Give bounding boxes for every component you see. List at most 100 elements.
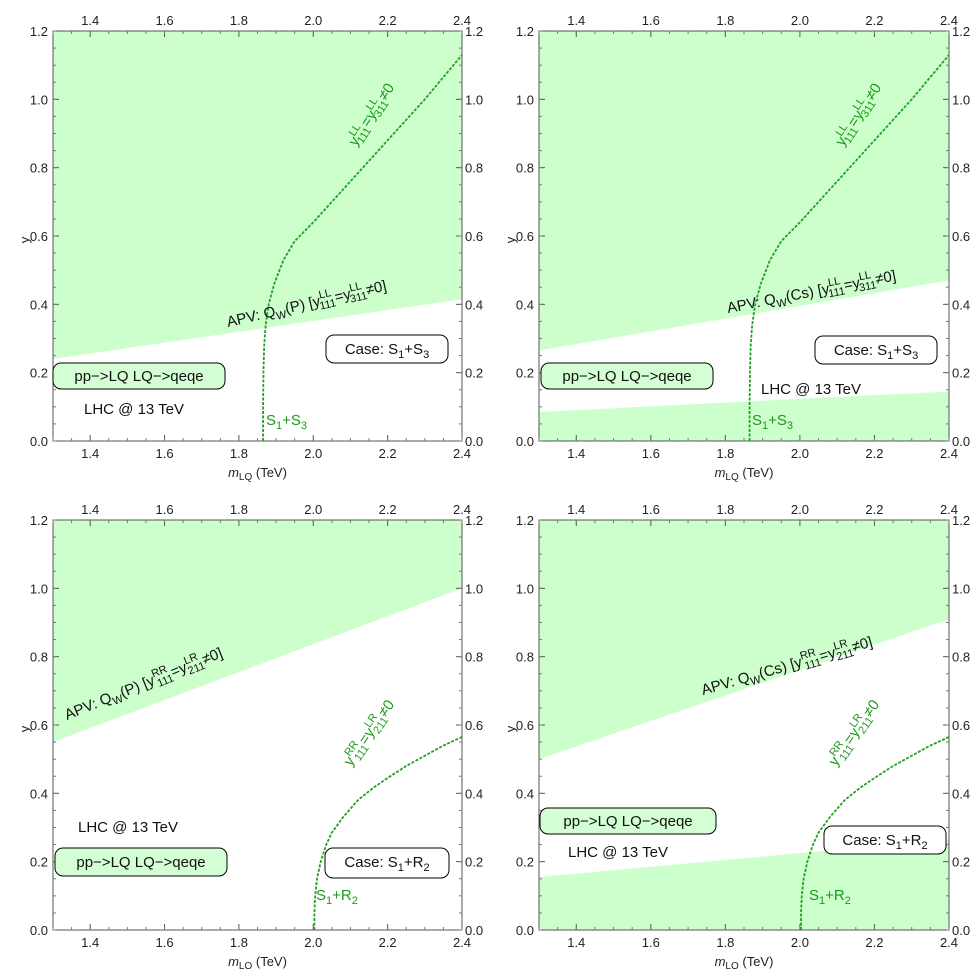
y-tick-label: 0.6 [516, 229, 534, 244]
x-tick-label: 1.6 [642, 935, 660, 950]
x-tick-label-top: 1.6 [156, 502, 174, 517]
y-tick-label: 1.0 [516, 581, 534, 596]
y-tick-label-right: 1.2 [465, 513, 483, 528]
x-tick-label: 2.2 [379, 446, 397, 461]
y-tick-label: 0.0 [516, 434, 534, 449]
y-axis-label: y [17, 725, 32, 732]
y-tick-label: 0.0 [30, 923, 48, 938]
y-axis-label: y [503, 236, 518, 243]
lhc-label: LHC @ 13 TeV [84, 401, 184, 418]
y-tick-label: 0.2 [516, 855, 534, 870]
x-tick-label: 1.4 [567, 935, 585, 950]
process-label: pp−>LQ LQ−>qeqe [563, 813, 692, 830]
curve-name-label: S1+R2 [809, 887, 851, 907]
curve-name-label: S1+R2 [316, 887, 358, 907]
y-tick-label: 0.6 [516, 718, 534, 733]
y-tick-label: 0.0 [30, 434, 48, 449]
x-axis-label-m: m [228, 465, 239, 480]
y-tick-label-right: 0.8 [465, 161, 483, 176]
y-tick-label-right: 0.0 [952, 923, 970, 938]
case-label-box [325, 334, 449, 364]
y-tick-label-right: 0.2 [465, 855, 483, 870]
apv-label: APV: QW(P) [yLL111=yLL311≠0] [224, 275, 388, 334]
y-tick-label-right: 0.6 [465, 229, 483, 244]
y-axis-label: y [17, 236, 32, 243]
x-tick-label: 1.6 [156, 935, 174, 950]
case-label-box [823, 825, 947, 855]
y-tick-label-right: 0.0 [465, 923, 483, 938]
x-tick-label-top: 2.0 [791, 13, 809, 28]
excluded-region-apv [53, 31, 462, 359]
x-tick-label-top: 2.0 [304, 502, 322, 517]
y-tick-label: 1.0 [516, 92, 534, 107]
y-tick-label: 0.6 [30, 718, 48, 733]
excluded-region-apv [539, 520, 949, 760]
x-tick-label: 2.0 [791, 935, 809, 950]
series-line-S1+S3 [748, 54, 949, 441]
coupling-label: yLL111=yLL311≠0 [343, 79, 401, 151]
case-label-box [814, 335, 938, 365]
x-tick-label: 2.4 [940, 446, 958, 461]
x-tick-label: 1.8 [716, 935, 734, 950]
x-tick-label: 2.0 [304, 446, 322, 461]
x-axis-label: mLQ (TeV) [228, 465, 287, 483]
panel-bottom-left: 1.41.41.61.61.81.82.02.02.22.22.42.40.0 0… [17, 502, 483, 969]
coupling-label: yRR111=yLR211≠0 [823, 695, 886, 771]
x-tick-label: 2.2 [379, 935, 397, 950]
x-tick-label-top: 1.6 [642, 13, 660, 28]
process-label-box [539, 807, 717, 835]
y-tick-label-right: 0.2 [952, 855, 970, 870]
panel-top-right: 1.41.41.61.61.81.82.02.02.22.22.42.40.0 0… [503, 13, 970, 483]
x-tick-label: 2.4 [453, 935, 471, 950]
y-tick-label-right: 0.8 [952, 161, 970, 176]
y-tick-label-right: 0.2 [465, 366, 483, 381]
y-tick-label-right: 0.0 [465, 434, 483, 449]
process-label-box [52, 362, 226, 390]
x-tick-label: 1.6 [642, 446, 660, 461]
x-tick-label-top: 2.2 [865, 13, 883, 28]
curve-name-label: S1+S3 [266, 412, 307, 432]
x-tick-label: 1.6 [156, 446, 174, 461]
curve-name-label: S1+S3 [752, 412, 793, 432]
x-tick-label-top: 1.8 [716, 502, 734, 517]
x-tick-label-top: 2.2 [379, 13, 397, 28]
x-tick-label-top: 1.6 [642, 502, 660, 517]
case-label-box [324, 847, 450, 879]
x-axis-label: mLQ (TeV) [715, 465, 774, 483]
y-tick-label: 1.0 [30, 581, 48, 596]
y-tick-label-right: 0.6 [952, 718, 970, 733]
y-tick-label: 1.2 [30, 513, 48, 528]
y-tick-label-right: 1.2 [952, 513, 970, 528]
excluded-region-apv [53, 520, 462, 743]
y-tick-label: 0.8 [516, 161, 534, 176]
x-tick-label-top: 1.4 [81, 502, 99, 517]
case-label: Case: S1+R2 [344, 854, 429, 874]
y-tick-label: 0.4 [516, 297, 534, 312]
process-label: pp−>LQ LQ−>qeqe [76, 854, 205, 871]
y-tick-label: 0.8 [516, 650, 534, 665]
process-label-box [540, 362, 714, 390]
x-tick-label-top: 2.0 [304, 13, 322, 28]
series-line-S1+S3 [262, 54, 462, 441]
x-tick-label-top: 2.4 [940, 502, 958, 517]
case-label: Case: S1+R2 [842, 832, 927, 852]
y-tick-label-right: 1.2 [465, 24, 483, 39]
x-tick-label: 1.4 [81, 935, 99, 950]
x-tick-label-top: 2.2 [379, 502, 397, 517]
x-axis-label-m: m [715, 954, 726, 969]
y-axis-label: y [503, 725, 518, 732]
lhc-label: LHC @ 13 TeV [78, 819, 178, 836]
series-line-S1+R2 [800, 736, 949, 930]
y-tick-label-right: 1.2 [952, 24, 970, 39]
x-tick-label: 2.2 [865, 935, 883, 950]
x-tick-label-top: 2.0 [791, 502, 809, 517]
lhc-label: LHC @ 13 TeV [568, 844, 668, 861]
y-tick-label-right: 1.0 [465, 92, 483, 107]
x-tick-label: 1.8 [716, 446, 734, 461]
y-tick-label: 1.0 [30, 92, 48, 107]
x-axis-label-m: m [228, 954, 239, 969]
x-tick-label: 2.4 [940, 935, 958, 950]
y-tick-label: 1.2 [516, 513, 534, 528]
x-axis-label: mLQ (TeV) [228, 954, 287, 969]
y-tick-label-right: 0.4 [465, 297, 483, 312]
